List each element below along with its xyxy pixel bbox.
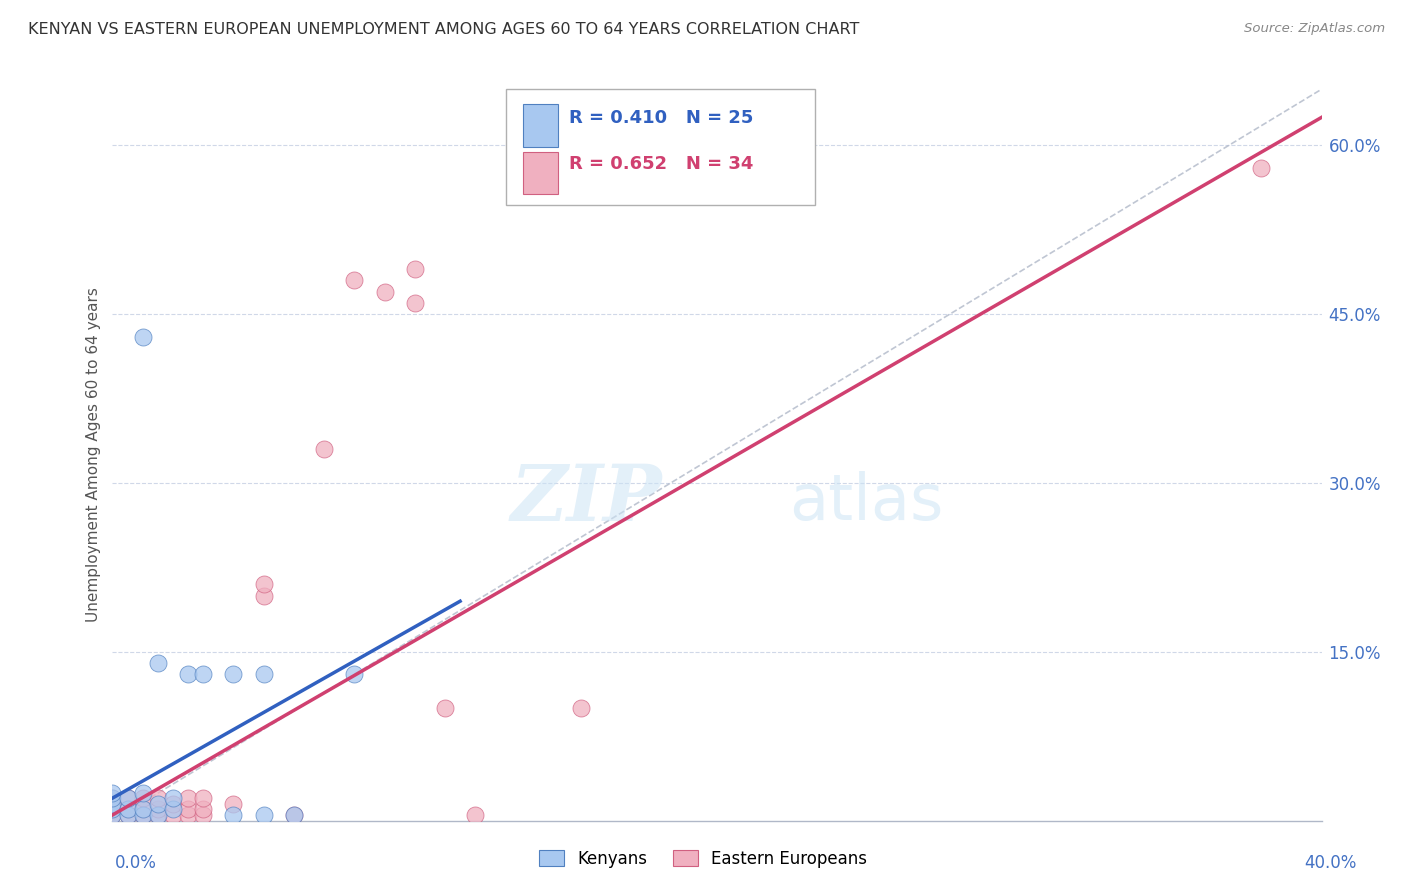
Point <box>177 802 200 816</box>
Point <box>132 330 155 344</box>
Point <box>146 791 169 805</box>
Point <box>101 802 124 816</box>
Text: R = 0.410   N = 25: R = 0.410 N = 25 <box>569 109 754 127</box>
Point <box>101 797 124 811</box>
Point <box>101 791 124 805</box>
Point <box>101 791 124 805</box>
Point <box>404 296 426 310</box>
Point <box>191 802 214 816</box>
Point <box>253 667 276 681</box>
Point <box>1250 161 1272 175</box>
Point <box>117 802 139 816</box>
Point <box>117 802 139 816</box>
Point <box>177 808 200 822</box>
Point <box>146 797 169 811</box>
Text: Source: ZipAtlas.com: Source: ZipAtlas.com <box>1244 22 1385 36</box>
Point <box>374 285 396 299</box>
Point <box>191 808 214 822</box>
Point <box>283 808 305 822</box>
Point <box>433 701 456 715</box>
Point <box>132 802 155 816</box>
Point <box>464 808 486 822</box>
Point <box>101 797 124 811</box>
Point <box>162 808 184 822</box>
Point <box>222 808 245 822</box>
Point <box>343 273 366 287</box>
Point <box>162 802 184 816</box>
Point <box>117 808 139 822</box>
Point <box>222 667 245 681</box>
Point <box>101 785 124 799</box>
Point <box>146 808 169 822</box>
Point <box>146 808 169 822</box>
Point <box>117 791 139 805</box>
Text: 0.0%: 0.0% <box>115 855 157 872</box>
Point <box>253 577 276 591</box>
Point <box>177 667 200 681</box>
Text: R = 0.652   N = 34: R = 0.652 N = 34 <box>569 155 754 173</box>
Text: 40.0%: 40.0% <box>1305 855 1357 872</box>
Point <box>132 785 155 799</box>
Point <box>101 808 124 822</box>
Point <box>146 656 169 670</box>
Point <box>146 802 169 816</box>
Point <box>283 808 305 822</box>
Text: atlas: atlas <box>790 472 943 533</box>
Point <box>101 802 124 816</box>
Point <box>343 667 366 681</box>
Point <box>132 808 155 822</box>
Text: ZIP: ZIP <box>510 460 662 537</box>
Point <box>191 791 214 805</box>
Point <box>101 808 124 822</box>
Point <box>162 797 184 811</box>
Point <box>132 802 155 816</box>
Point <box>132 808 155 822</box>
Point <box>117 808 139 822</box>
Point <box>569 701 592 715</box>
Point <box>162 791 184 805</box>
Legend: Kenyans, Eastern Europeans: Kenyans, Eastern Europeans <box>533 844 873 875</box>
Point <box>314 442 336 457</box>
Point <box>222 797 245 811</box>
Point <box>191 667 214 681</box>
Y-axis label: Unemployment Among Ages 60 to 64 years: Unemployment Among Ages 60 to 64 years <box>86 287 101 623</box>
Point <box>177 791 200 805</box>
Point <box>132 791 155 805</box>
Point <box>253 589 276 603</box>
Text: KENYAN VS EASTERN EUROPEAN UNEMPLOYMENT AMONG AGES 60 TO 64 YEARS CORRELATION CH: KENYAN VS EASTERN EUROPEAN UNEMPLOYMENT … <box>28 22 859 37</box>
Point <box>404 262 426 277</box>
Point <box>253 808 276 822</box>
Point <box>117 791 139 805</box>
